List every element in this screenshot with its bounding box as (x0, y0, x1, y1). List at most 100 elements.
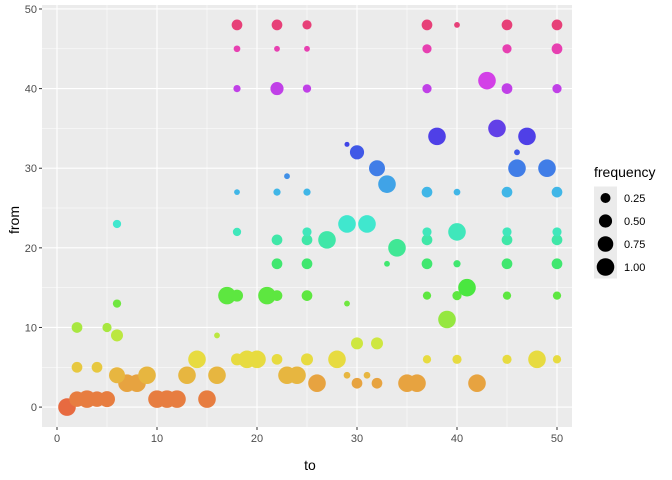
y-tick-label: 20 (25, 243, 37, 255)
data-point (388, 239, 406, 257)
data-point (551, 258, 563, 270)
data-point (248, 350, 266, 369)
y-tick-label: 50 (25, 4, 37, 16)
data-point (218, 286, 236, 305)
data-point (502, 291, 512, 300)
data-point (552, 227, 562, 237)
legend-swatch (598, 214, 613, 228)
legend-title: frequency (594, 164, 655, 180)
data-point (301, 234, 313, 246)
data-point (271, 258, 283, 270)
data-point (344, 141, 350, 147)
data-point (358, 215, 376, 233)
data-point (551, 186, 563, 198)
data-point (528, 350, 546, 369)
data-point (71, 322, 83, 333)
data-point (168, 390, 186, 408)
data-points (58, 19, 563, 416)
data-point (452, 354, 462, 364)
data-point (552, 355, 562, 364)
data-point (273, 188, 281, 196)
data-point (421, 186, 433, 198)
data-point (110, 329, 124, 342)
data-point (501, 19, 513, 31)
y-tick-label: 0 (31, 402, 37, 414)
data-point (318, 231, 336, 249)
legend-label: 1.00 (624, 262, 645, 274)
data-point (178, 366, 196, 385)
data-point (91, 361, 103, 373)
data-point (422, 355, 432, 364)
legend-swatch (600, 193, 611, 203)
data-point (308, 374, 326, 393)
data-point (304, 45, 310, 52)
data-point (208, 366, 226, 385)
data-point (258, 286, 276, 305)
data-point (301, 290, 313, 301)
data-point (538, 159, 556, 178)
data-point (421, 258, 433, 270)
data-point (501, 258, 513, 270)
data-point (300, 353, 314, 366)
data-point (338, 215, 356, 233)
data-point (508, 159, 526, 178)
data-point (551, 19, 563, 31)
data-point (453, 188, 461, 196)
data-point (422, 44, 432, 54)
data-point (343, 371, 351, 379)
data-point (109, 367, 125, 384)
data-point (302, 84, 312, 93)
data-point (301, 258, 313, 270)
data-point (421, 19, 433, 31)
data-point (370, 337, 384, 350)
data-point (468, 374, 486, 393)
data-point (438, 310, 456, 329)
data-point (344, 300, 350, 307)
legend-swatch (596, 258, 615, 276)
data-point (71, 361, 83, 373)
legend-swatch (597, 236, 614, 252)
data-point (271, 290, 283, 301)
x-tick-label: 40 (451, 433, 463, 445)
data-point (371, 377, 383, 389)
y-axis-ticks: 0 10 20 30 40 50 (25, 4, 42, 414)
data-point (214, 332, 220, 339)
data-point (552, 84, 562, 94)
data-point (458, 278, 476, 297)
data-point (302, 20, 312, 30)
data-point (422, 227, 432, 237)
data-point (231, 19, 243, 31)
data-point (302, 227, 312, 237)
data-point (501, 186, 513, 198)
x-tick-label: 10 (151, 433, 163, 445)
data-point (551, 234, 563, 246)
data-point (421, 234, 433, 246)
data-point (138, 366, 156, 385)
data-point (99, 391, 115, 408)
x-tick-label: 50 (551, 433, 563, 445)
data-point (552, 291, 562, 300)
data-point (502, 227, 512, 237)
data-point (271, 19, 283, 31)
data-point (351, 377, 363, 389)
data-point (384, 260, 390, 267)
data-point (233, 45, 241, 53)
data-point (428, 127, 446, 146)
size-legend: frequency 0.25 0.50 0.75 1.00 (594, 164, 655, 279)
data-point (112, 299, 122, 308)
data-point (514, 149, 520, 156)
data-point (188, 350, 206, 369)
data-point (328, 350, 346, 369)
data-point (230, 289, 244, 302)
data-point (102, 322, 112, 333)
data-point (453, 260, 461, 268)
x-tick-label: 20 (251, 433, 263, 445)
data-point (422, 84, 432, 94)
y-tick-label: 10 (25, 322, 37, 334)
data-point (271, 353, 283, 365)
data-point (233, 85, 241, 93)
data-point (518, 127, 536, 146)
data-point (349, 145, 365, 160)
data-point (270, 82, 284, 96)
y-axis-title: from (6, 206, 22, 234)
